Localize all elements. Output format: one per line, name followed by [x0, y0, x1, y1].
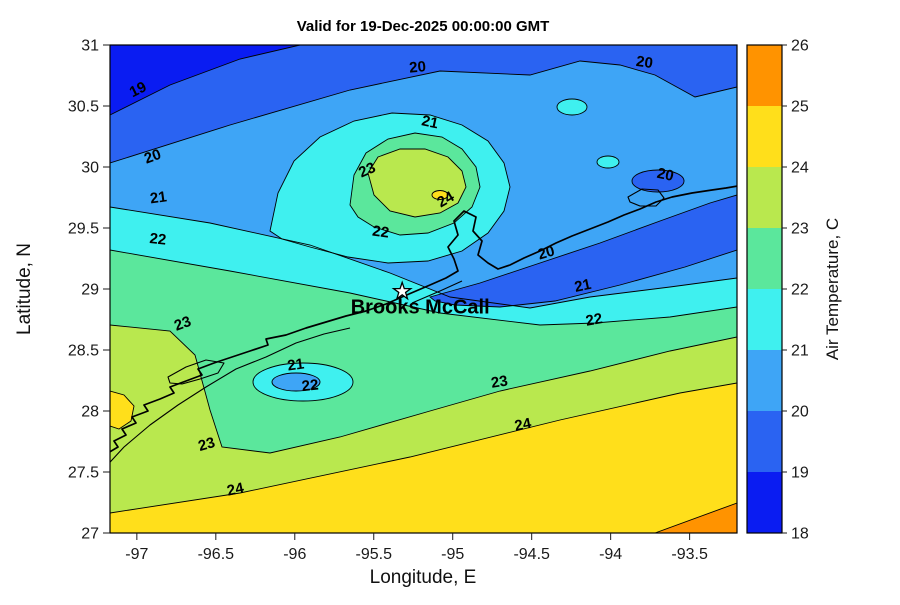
colorbar-tick-label: 19: [791, 465, 809, 482]
y-tick-label: 29: [81, 282, 99, 299]
colorbar-label: Air Temperature, C: [823, 218, 842, 360]
warm-oval-2: [596, 155, 620, 169]
colorbar-band: [747, 289, 782, 350]
colorbar-band: [747, 45, 782, 106]
contour-label-21: 21: [573, 276, 593, 296]
contour-label-23: 23: [356, 159, 378, 181]
contour-line-21: [110, 206, 737, 309]
x-tick-label: -93.5: [671, 546, 708, 563]
y-axis-label: Latitude, N: [14, 243, 35, 335]
x-tick-label: -94.5: [513, 546, 550, 563]
colorbar-tick-label: 21: [791, 343, 809, 360]
y-tick-label: 27: [81, 526, 99, 543]
warm-pocket-23-contour: [367, 148, 467, 218]
colorbar-tick-label: 18: [791, 526, 809, 543]
contour-line-20: [110, 60, 737, 164]
contour-label-23: 23: [172, 313, 193, 335]
colorbar-tick-label: 24: [791, 160, 809, 177]
ship-marker-star: [391, 280, 413, 301]
contour-label-20: 20: [635, 53, 654, 72]
matagorda-bay-outline: [167, 359, 225, 385]
x-tick-label: -94: [599, 546, 622, 563]
y-tick-label: 28: [81, 404, 99, 421]
y-tick-label: 27.5: [68, 465, 99, 482]
contour-label-20: 20: [655, 165, 675, 185]
contour-label-20: 20: [142, 146, 163, 168]
contour-label-22: 22: [371, 223, 390, 242]
colorbar-band: [747, 228, 782, 289]
x-tick-label: -95.5: [356, 546, 393, 563]
y-tick-label: 29.5: [68, 221, 99, 238]
colorbar-tick-label: 23: [791, 221, 809, 238]
contour-labels: 19 20 21 22 23 23 24 21 22 22 23 24 21 20 20 20 20 21 22 23…: [127, 53, 675, 500]
contour-label-22: 22: [149, 230, 167, 249]
galveston-island-line: [411, 280, 463, 304]
colorbar-band: [747, 167, 782, 228]
coastline: [110, 185, 737, 453]
contour-label-24: 24: [225, 479, 245, 499]
cool-spot-21-contour: [271, 372, 321, 392]
contour-line-25: [654, 502, 737, 533]
contour-label-23: 23: [490, 372, 509, 391]
contour-label-22: 22: [584, 310, 603, 330]
contour-label-24: 24: [513, 415, 533, 435]
sabine-lake-outline: [627, 188, 665, 207]
y-tick-label: 31: [81, 38, 99, 55]
x-axis-label: Longitude, E: [370, 567, 477, 588]
contour-label-20: 20: [536, 242, 557, 263]
x-tick-label: -96.5: [198, 546, 235, 563]
y-tick-label: 28.5: [68, 343, 99, 360]
contour-label-21: 21: [286, 355, 305, 374]
contour-field: [110, 45, 737, 533]
cool-blob-sabine: [631, 169, 685, 193]
colorbar-tick-label: 22: [791, 282, 809, 299]
contour-line-24: [110, 382, 737, 514]
y-tick-label: 30.5: [68, 99, 99, 116]
colorbar-band: [747, 472, 782, 533]
contour-label-23: 23: [196, 434, 217, 455]
y-tick-label: 30: [81, 160, 99, 177]
contour-label-19: 19: [127, 78, 149, 101]
y-axis-ticks: 27 27.5 28 28.5 29 29.5 30 30.5 31: [68, 38, 110, 543]
ship-group: Brooks McCall: [351, 280, 490, 318]
colorbar-tick-label: 20: [791, 404, 809, 421]
plot-area: [109, 44, 738, 534]
x-tick-label: -95: [441, 546, 464, 563]
contour-line-23: [110, 324, 737, 454]
colorbar-band: [747, 411, 782, 472]
warm-oval-1: [556, 98, 588, 116]
contour-label-24: 24: [434, 188, 458, 211]
contour-label-20: 20: [409, 58, 427, 76]
x-tick-label: -96: [283, 546, 306, 563]
colorbar-tick-label: 25: [791, 99, 809, 116]
x-axis-ticks: -97 -96.5 -96 -95.5 -95 -94.5 -94 -93.5: [125, 533, 708, 563]
contour-line-19: [110, 45, 301, 116]
warm-blob-west: [110, 390, 135, 430]
band-19-20: [110, 45, 737, 163]
colorbar: 18 19 20 21 22 23 24 25 26: [746, 38, 809, 543]
colorbar-band: [747, 350, 782, 411]
colorbar-band: [747, 106, 782, 167]
contour-label-22: 22: [301, 376, 319, 395]
colorbar-tick-label: 26: [791, 38, 809, 55]
x-tick-label: -97: [125, 546, 148, 563]
band-18-19: [110, 45, 300, 115]
contour-label-21: 21: [149, 188, 168, 207]
cool-tongue-19-20: [429, 194, 737, 308]
warm-pocket-24-core: [431, 190, 449, 200]
contour-line-22: [110, 249, 737, 326]
contour-label-21: 21: [420, 112, 440, 132]
barrier-island-line: [110, 327, 351, 463]
plot-title: Valid for 19-Dec-2025 00:00:00 GMT: [297, 18, 550, 35]
ship-label: Brooks McCall: [351, 296, 490, 318]
